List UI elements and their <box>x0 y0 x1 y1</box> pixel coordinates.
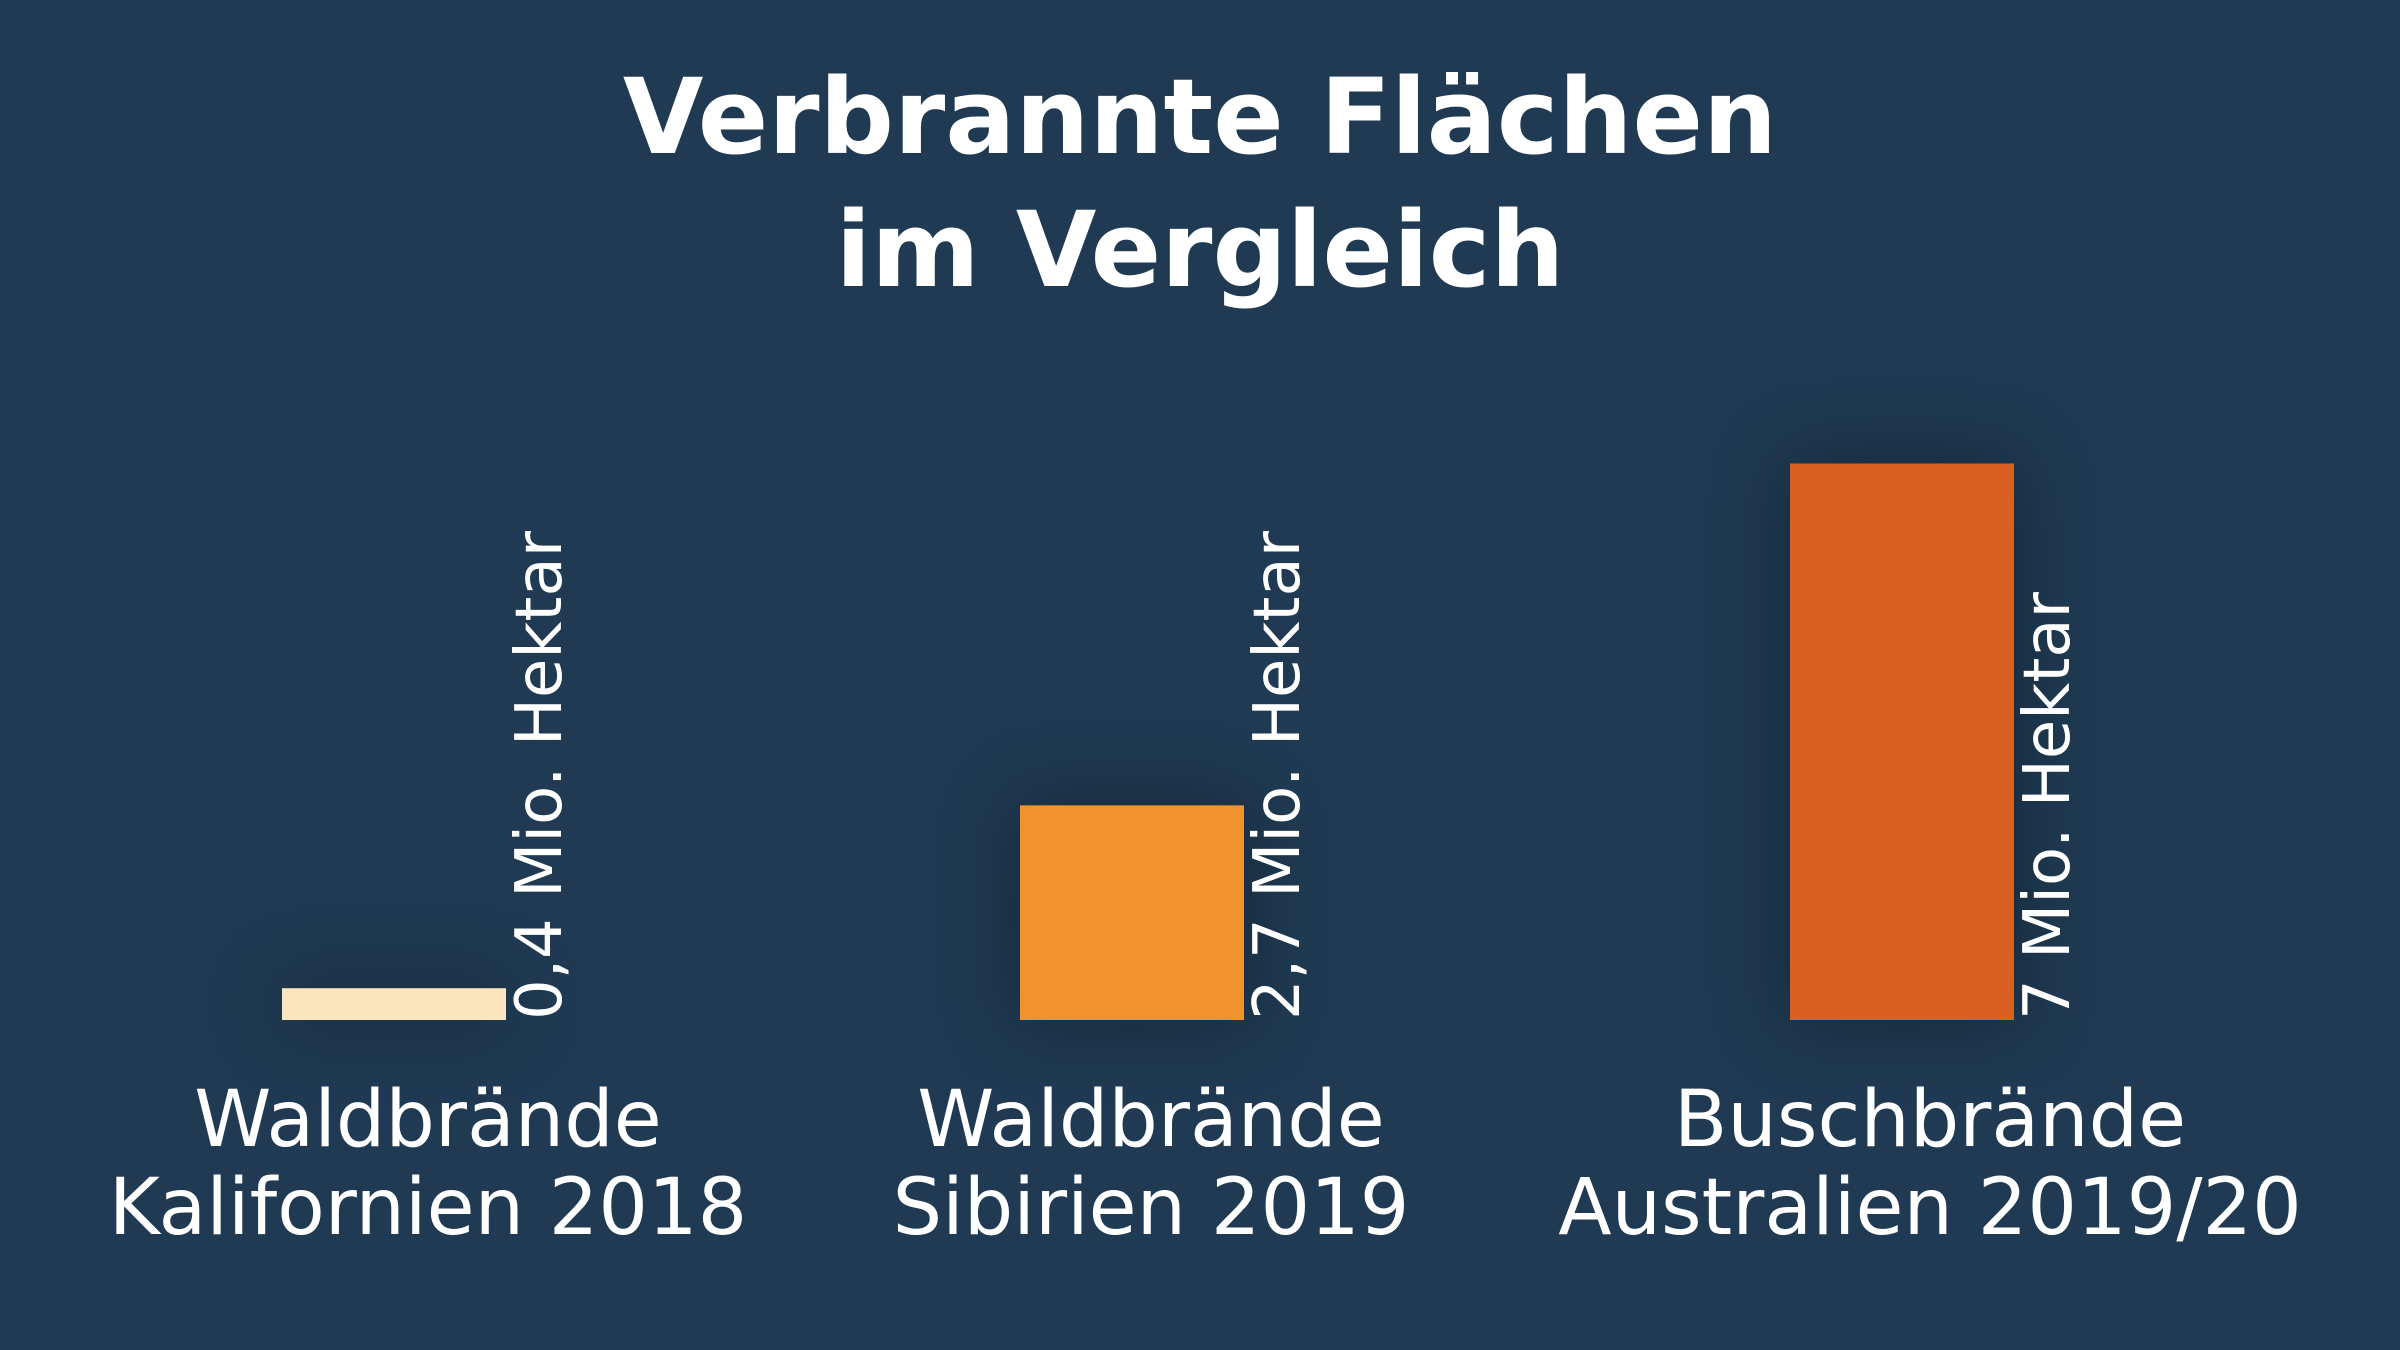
category-label-1-line-1: Waldbrände <box>194 1075 662 1165</box>
category-label-2: Waldbrände Sibirien 2019 <box>751 1076 1551 1252</box>
category-label-2-line-2: Sibirien 2019 <box>892 1163 1410 1253</box>
value-label-3: 7 Mio. Hektar <box>2011 591 2085 1020</box>
category-label-2-line-1: Waldbrände <box>917 1075 1385 1165</box>
bar-1 <box>282 988 506 1020</box>
category-label-3-line-1: Buschbrände <box>1673 1075 2187 1165</box>
value-label-2: 2,7 Mio. Hektar <box>1241 530 1315 1020</box>
value-label-1: 0,4 Mio. Hektar <box>503 530 577 1020</box>
category-label-1: Waldbrände Kalifornien 2018 <box>28 1076 828 1252</box>
category-label-3: Buschbrände Australien 2019/20 <box>1530 1076 2330 1252</box>
category-label-1-line-2: Kalifornien 2018 <box>108 1163 748 1253</box>
bar-3 <box>1790 463 2014 1020</box>
bar-2 <box>1020 805 1244 1020</box>
category-label-3-line-2: Australien 2019/20 <box>1558 1163 2302 1253</box>
chart-title-line-1: Verbrannte Flächen <box>622 56 1778 178</box>
chart-title-line-2: im Vergleich <box>835 189 1565 311</box>
